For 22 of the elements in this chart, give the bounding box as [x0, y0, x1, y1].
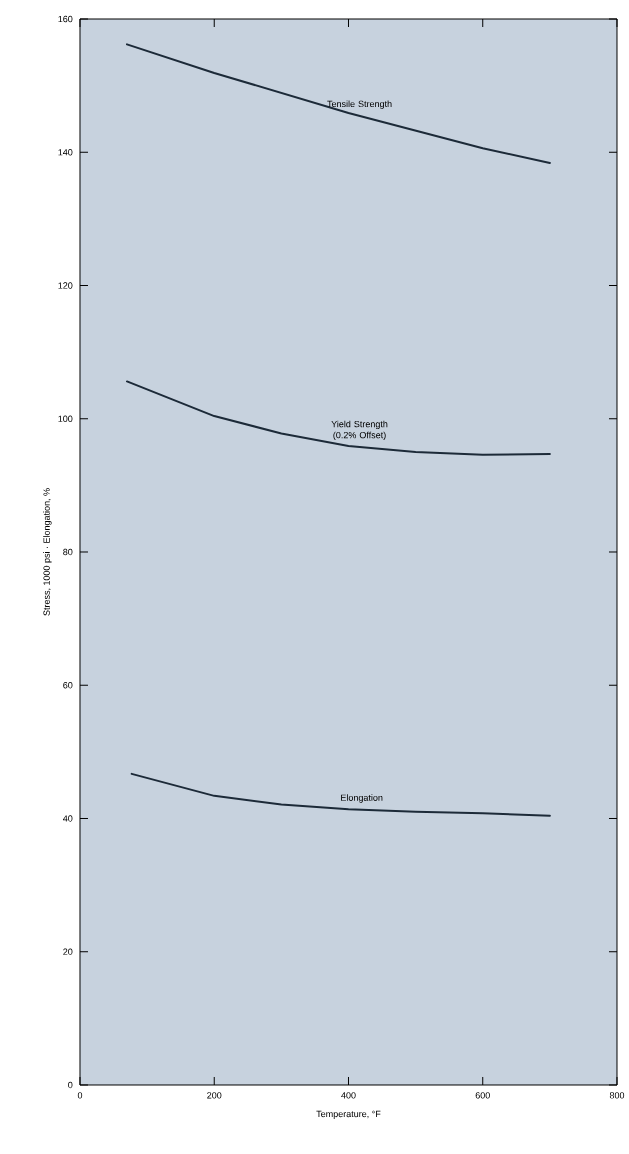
line-series	[125, 380, 551, 456]
y-axis-title: Stress, 1000 psi · Elongation, %	[43, 488, 52, 616]
y-tick-label: 20	[63, 948, 73, 955]
line-series	[125, 43, 551, 164]
series-label: Tensile Strength	[327, 100, 392, 109]
y-tick-label: 120	[58, 282, 73, 289]
y-tick-label: 160	[58, 15, 73, 23]
x-tick-label: 600	[475, 1092, 490, 1099]
x-tick-label: 0	[77, 1092, 83, 1099]
y-tick-label: 40	[62, 815, 73, 822]
line-series	[130, 772, 551, 817]
y-tick-label: 100	[58, 415, 73, 422]
y-tick-label: 80	[63, 548, 73, 556]
series-label: Yield Strength (0.2% Offset)	[331, 420, 388, 441]
x-tick-label: 400	[341, 1092, 356, 1099]
x-axis-title: Temperature, °F	[316, 1110, 381, 1119]
y-tick-label: 140	[58, 149, 73, 156]
y-tick-label: 60	[63, 682, 73, 689]
series-label: Elongation	[341, 794, 383, 803]
x-tick-label: 800	[609, 1092, 625, 1099]
y-tick-label: 0	[68, 1081, 73, 1089]
x-tick-label: 200	[207, 1092, 222, 1099]
